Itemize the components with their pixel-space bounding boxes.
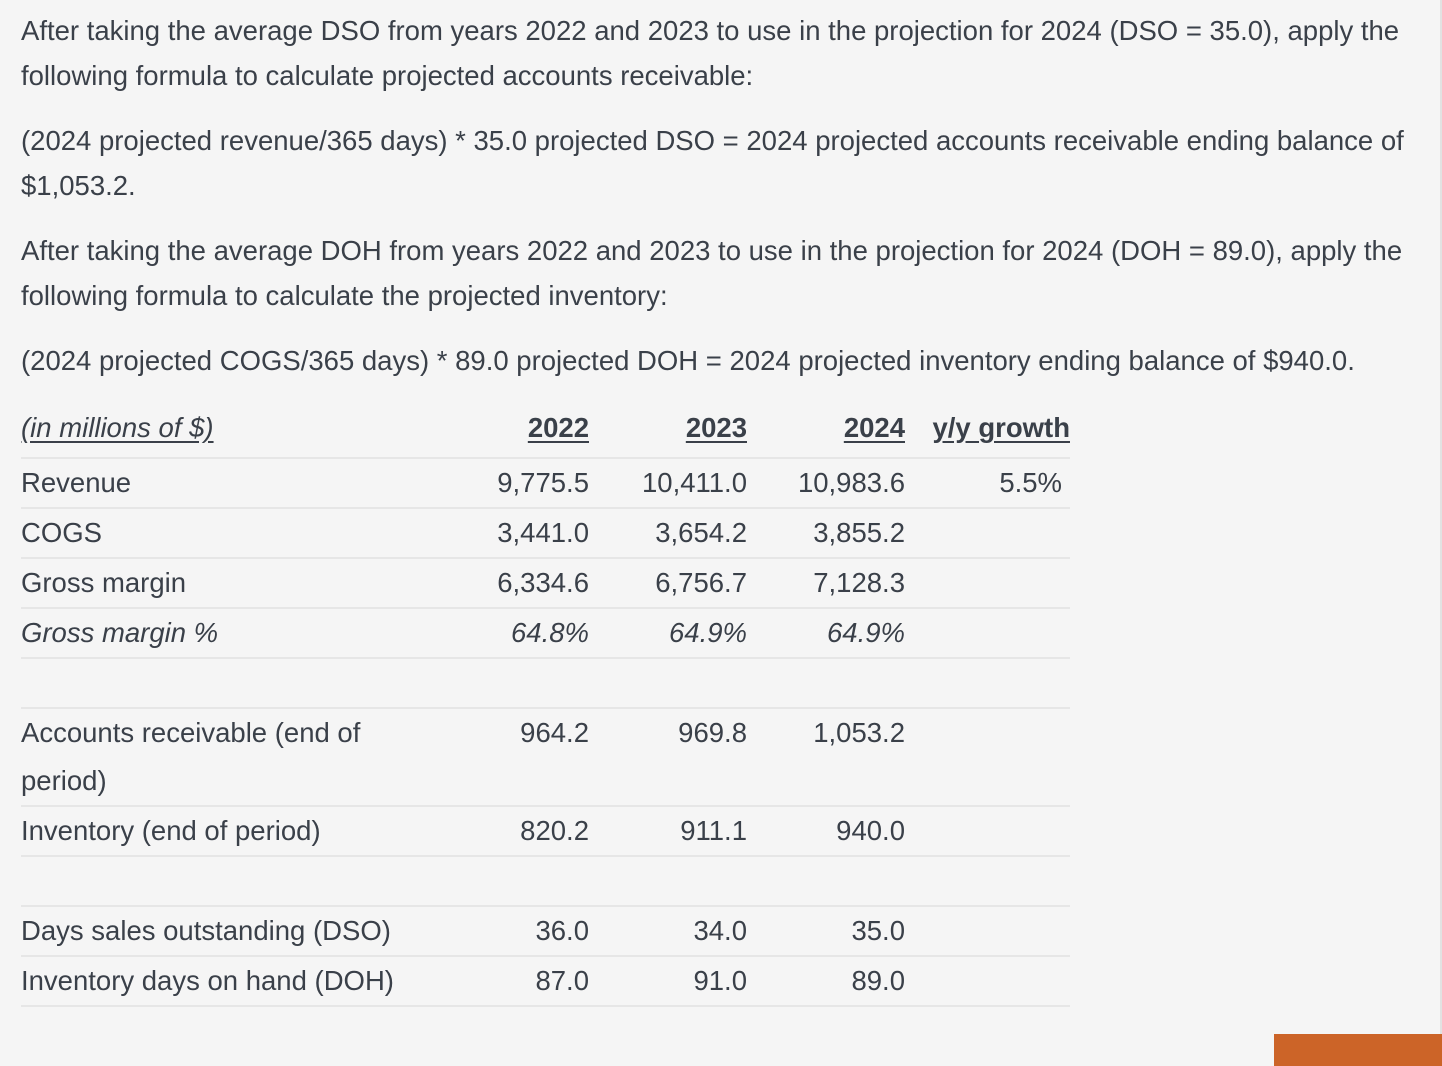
cell-2024: 89.0	[747, 955, 905, 1007]
cell-2023: 6,756.7	[589, 557, 747, 608]
table-row-cogs: COGS 3,441.0 3,654.2 3,855.2	[21, 507, 1070, 558]
cell-2022: 87.0	[438, 955, 589, 1007]
cell-growth	[905, 557, 1070, 608]
table-row-gross-margin: Gross margin 6,334.6 6,756.7 7,128.3	[21, 557, 1070, 608]
cell-2022: 6,334.6	[438, 557, 589, 608]
paragraph-dso-intro: After taking the average DSO from years …	[21, 15, 1400, 91]
table-row-inventory: Inventory (end of period) 820.2 911.1 94…	[21, 805, 1070, 856]
cell-2024: 10,983.6	[747, 457, 905, 508]
row-label: Revenue	[21, 457, 438, 508]
accent-action-button[interactable]	[1274, 1034, 1442, 1066]
table-spacer-row	[21, 855, 1070, 906]
table-row-gross-margin-pct: Gross margin % 64.8% 64.9% 64.9%	[21, 607, 1070, 658]
cell-2022: 3,441.0	[438, 507, 589, 558]
cell-2022: 64.8%	[438, 607, 589, 658]
cell-2024: 3,855.2	[747, 507, 905, 558]
column-header-growth: y/y growth	[932, 412, 1070, 443]
table-row-doh: Inventory days on hand (DOH) 87.0 91.0 8…	[21, 955, 1070, 1007]
row-label: Accounts receivable (end of period)	[21, 707, 438, 806]
cell-growth	[905, 905, 1070, 956]
row-label: Gross margin %	[21, 607, 438, 658]
paragraph-doh-intro: After taking the average DOH from years …	[21, 235, 1403, 311]
table-row-accounts-receivable: Accounts receivable (end of period) 964.…	[21, 707, 1070, 806]
financial-table: (in millions of $) 2022 2023 2024 y/y gr…	[21, 413, 1070, 1007]
table-row-revenue: Revenue 9,775.5 10,411.0 10,983.6 5.5%	[21, 457, 1070, 508]
cell-2024: 35.0	[747, 905, 905, 956]
cell-2022: 964.2	[438, 707, 589, 806]
cell-2024: 940.0	[747, 805, 905, 856]
cell-growth	[905, 955, 1070, 1007]
cell-growth: 5.5%	[905, 457, 1070, 508]
paragraph-doh-formula: (2024 projected COGS/365 days) * 89.0 pr…	[21, 345, 1355, 376]
row-label: Gross margin	[21, 557, 438, 608]
row-label: Inventory (end of period)	[21, 805, 438, 856]
column-header-2023: 2023	[685, 412, 747, 443]
cell-2023: 10,411.0	[589, 457, 747, 508]
cell-2024: 1,053.2	[747, 707, 905, 806]
cell-growth	[905, 707, 1070, 806]
paragraph-dso-formula: (2024 projected revenue/365 days) * 35.0…	[21, 125, 1404, 201]
cell-2023: 969.8	[589, 707, 747, 806]
cell-2023: 91.0	[589, 955, 747, 1007]
table-spacer-row	[21, 657, 1070, 708]
cell-growth	[905, 805, 1070, 856]
cell-2023: 64.9%	[589, 607, 747, 658]
table-row-dso: Days sales outstanding (DSO) 36.0 34.0 3…	[21, 905, 1070, 956]
cell-2022: 820.2	[438, 805, 589, 856]
cell-2024: 64.9%	[747, 607, 905, 658]
cell-2023: 34.0	[589, 905, 747, 956]
column-header-2024: 2024	[843, 412, 905, 443]
document-body: After taking the average DSO from years …	[21, 8, 1416, 1007]
cell-2023: 911.1	[589, 805, 747, 856]
column-header-2022: 2022	[527, 412, 589, 443]
cell-2024: 7,128.3	[747, 557, 905, 608]
cell-growth	[905, 507, 1070, 558]
cell-2022: 9,775.5	[438, 457, 589, 508]
table-header-row: (in millions of $) 2022 2023 2024 y/y gr…	[21, 413, 1070, 458]
row-label: Inventory days on hand (DOH)	[21, 955, 438, 1007]
cell-2023: 3,654.2	[589, 507, 747, 558]
cell-growth	[905, 607, 1070, 658]
row-label: Days sales outstanding (DSO)	[21, 905, 438, 956]
units-label: (in millions of $)	[21, 412, 214, 443]
row-label: COGS	[21, 507, 438, 558]
scrollbar-track[interactable]	[1440, 0, 1442, 1034]
cell-2022: 36.0	[438, 905, 589, 956]
